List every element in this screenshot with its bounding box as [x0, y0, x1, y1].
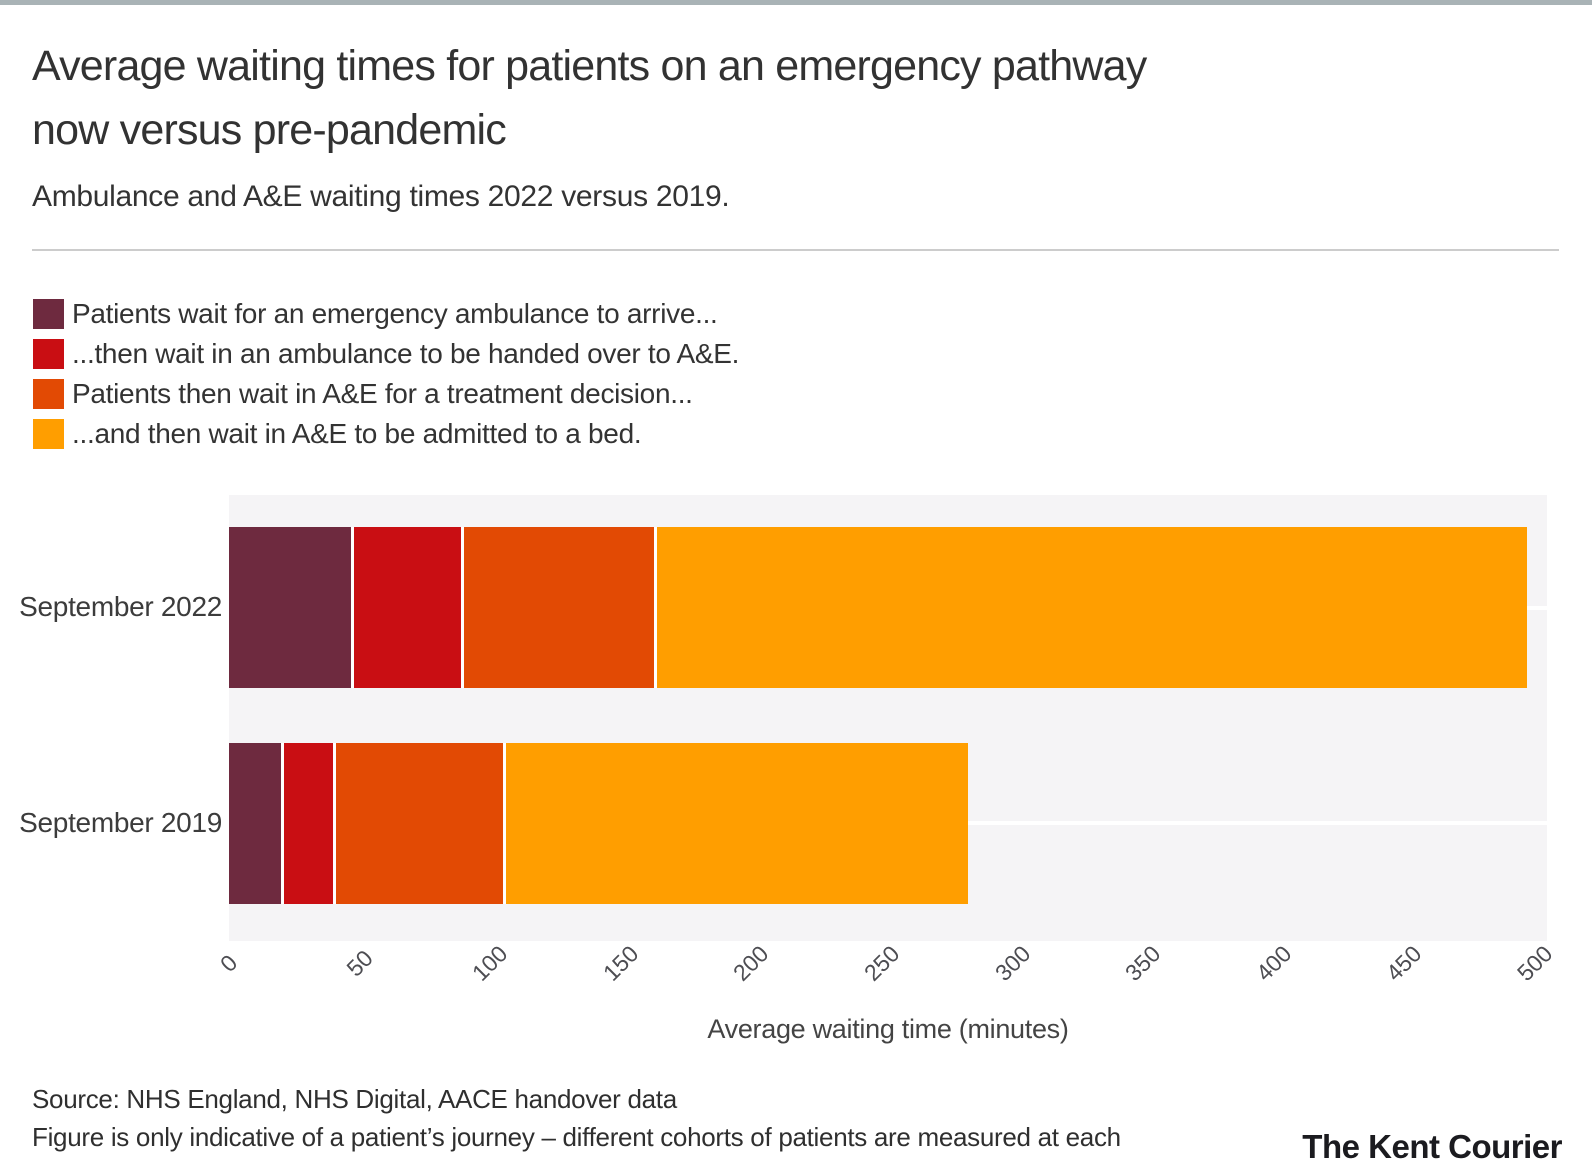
bar-segment — [283, 743, 337, 904]
bar-segment — [657, 527, 1528, 688]
legend-label: ...and then wait in A&E to be admitted t… — [72, 418, 642, 449]
x-tick-label: 0 — [214, 949, 243, 977]
bar-segment — [464, 527, 658, 688]
x-tick-label: 50 — [340, 944, 378, 982]
plot-area — [229, 495, 1547, 941]
category-label-2019: September 2019 — [19, 807, 222, 838]
header-divider — [32, 249, 1559, 251]
x-tick-label: 150 — [597, 940, 644, 986]
bar-segment — [336, 743, 506, 904]
bar-segment — [354, 527, 465, 688]
category-label-2022: September 2022 — [19, 591, 222, 622]
page-title-line-2: now versus pre-pandemic — [32, 106, 507, 154]
x-axis-title: Average waiting time (minutes) — [707, 1014, 1069, 1044]
x-tick-label: 250 — [858, 940, 905, 986]
source-text: Source: NHS England, NHS Digital, AACE h… — [32, 1084, 677, 1114]
x-tick-label: 450 — [1381, 940, 1427, 986]
legend-item: ...then wait in an ambulance to be hande… — [33, 334, 933, 374]
legend-swatch-icon — [33, 339, 64, 369]
legend-label: Patients wait for an emergency ambulance… — [72, 298, 718, 329]
bar-segment — [229, 527, 355, 688]
publisher-logo: The Kent Courier — [1302, 1128, 1562, 1165]
page-title: Average waiting times for patients on an… — [32, 34, 1522, 162]
legend-item: ...and then wait in A&E to be admitted t… — [33, 414, 933, 454]
chart-legend: Patients wait for an emergency ambulance… — [33, 294, 933, 454]
legend-label: ...then wait in an ambulance to be hande… — [72, 338, 740, 369]
bar-segment — [229, 743, 284, 904]
x-tick-label: 400 — [1250, 940, 1297, 986]
legend-item: Patients wait for an emergency ambulance… — [33, 294, 933, 334]
legend-item: Patients then wait in A&E for a treatmen… — [33, 374, 933, 414]
x-tick-label: 500 — [1511, 940, 1558, 986]
page-subtitle: Ambulance and A&E waiting times 2022 ver… — [32, 180, 730, 213]
bar-row-2022 — [229, 527, 1528, 688]
legend-swatch-icon — [33, 299, 64, 329]
x-tick-label: 100 — [467, 940, 513, 986]
bar-row-2019 — [229, 743, 969, 904]
legend-label: Patients then wait in A&E for a treatmen… — [72, 378, 693, 409]
x-tick-label: 300 — [989, 940, 1036, 986]
page-title-line-1: Average waiting times for patients on an… — [32, 42, 1147, 90]
legend-swatch-icon — [33, 379, 64, 409]
x-tick-label: 350 — [1120, 940, 1166, 986]
legend-swatch-icon — [33, 419, 64, 449]
x-tick-label: 200 — [728, 940, 774, 986]
footnote-text: Figure is only indicative of a patient’s… — [32, 1122, 1121, 1152]
bar-segment — [505, 743, 969, 904]
top-border — [0, 0, 1592, 5]
